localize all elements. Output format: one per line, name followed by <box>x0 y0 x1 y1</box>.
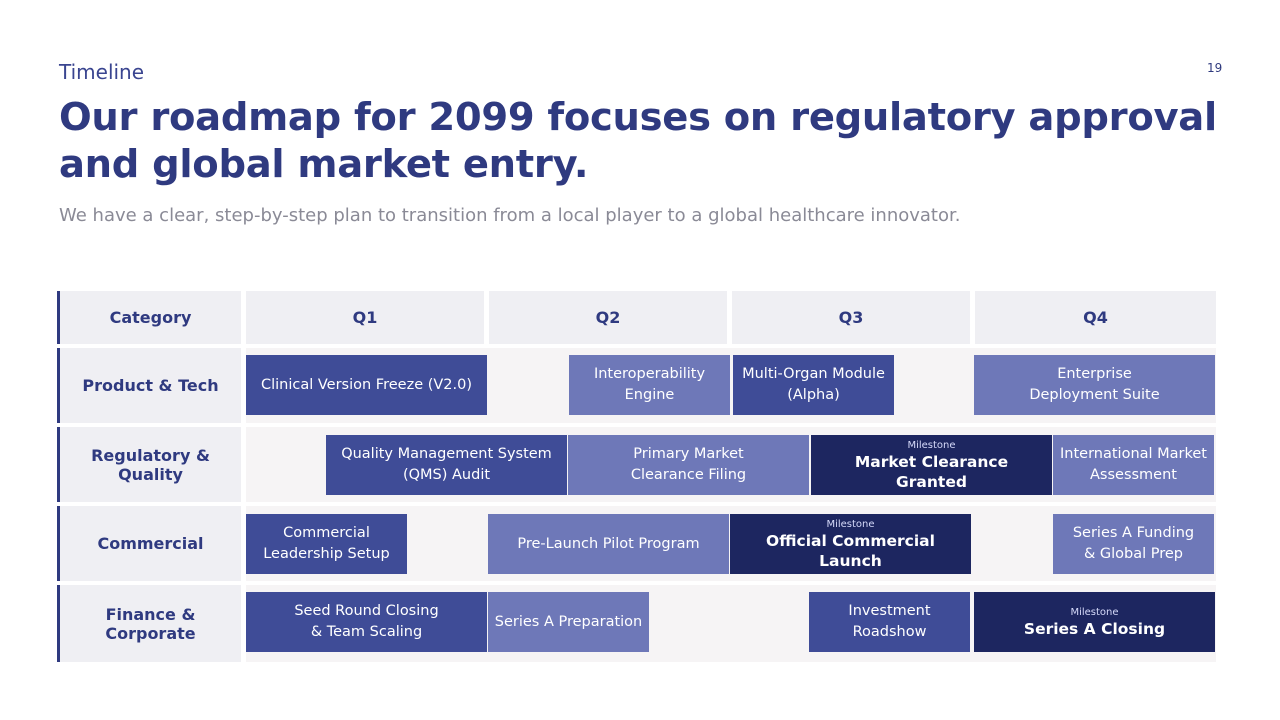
task-label-line: Clearance Filing <box>630 467 747 483</box>
task-label-line: Roadshow <box>852 624 927 640</box>
task-label-line: (Alpha) <box>787 387 840 403</box>
task-label-line: Interoperability <box>593 366 706 382</box>
task-label-line: Enterprise <box>1057 366 1132 382</box>
category-finance-corporate: Finance & Corporate <box>57 585 241 662</box>
task-label-line: Engine <box>624 387 675 403</box>
page-subtitle: We have a clear, step-by-step plan to tr… <box>59 205 961 226</box>
milestone-bar[interactable]: Milestone Market Clearance Granted <box>811 435 1052 495</box>
milestone-bar[interactable]: Milestone Series A Closing <box>974 592 1215 652</box>
task-bar[interactable]: Clinical Version Freeze (V2.0) <box>246 355 487 415</box>
task-bar[interactable]: International Market Assessment <box>1053 435 1214 495</box>
task-bar[interactable]: Seed Round Closing & Team Scaling <box>246 592 487 652</box>
task-bar[interactable]: Series A Funding & Global Prep <box>1053 514 1214 574</box>
task-bar[interactable]: Multi-Organ Module (Alpha) <box>733 355 894 415</box>
category-product-tech: Product & Tech <box>57 348 241 423</box>
page-title: Our roadmap for 2099 focuses on regulato… <box>59 95 1217 187</box>
quarter-header-q1: Q1 <box>246 291 484 344</box>
task-bar[interactable]: Investment Roadshow <box>809 592 970 652</box>
task-label-line: Leadership Setup <box>263 546 390 562</box>
quarter-header-q2: Q2 <box>489 291 727 344</box>
task-bar[interactable]: Enterprise Deployment Suite <box>974 355 1215 415</box>
task-label-line: Pre-Launch Pilot Program <box>517 535 700 552</box>
task-bar[interactable]: Interoperability Engine <box>569 355 730 415</box>
milestone-title: Official Commercial Launch <box>766 531 935 570</box>
task-label-line: Quality Management System <box>341 446 552 462</box>
task-bar[interactable]: Quality Management System (QMS) Audit <box>326 435 567 495</box>
task-label-line: Primary Market <box>633 446 744 462</box>
quarter-header-q4: Q4 <box>975 291 1216 344</box>
category-commercial: Commercial <box>57 506 241 581</box>
milestone-title: Market Clearance Granted <box>854 452 1009 491</box>
page-number: 19 <box>1207 61 1223 75</box>
task-bar[interactable]: Primary Market Clearance Filing <box>568 435 809 495</box>
task-label-line: Assessment <box>1090 467 1177 483</box>
task-label-line: Commercial <box>283 525 370 541</box>
task-label-line: Multi-Organ Module <box>742 366 885 382</box>
milestone-title: Series A Closing <box>1023 619 1166 638</box>
quarter-header-q3: Q3 <box>732 291 970 344</box>
category-regulatory-quality: Regulatory & Quality <box>57 427 241 502</box>
task-label-line: Series A Funding <box>1072 525 1195 541</box>
section-eyebrow: Timeline <box>59 60 145 84</box>
task-label-line: & Team Scaling <box>310 624 423 640</box>
task-label-line: Clinical Version Freeze (V2.0) <box>260 376 473 393</box>
milestone-tag: Milestone <box>826 518 875 530</box>
task-label-line: (QMS) Audit <box>402 467 491 483</box>
category-header: Category <box>57 291 241 344</box>
task-label-line: & Global Prep <box>1083 546 1184 562</box>
milestone-tag: Milestone <box>1070 606 1119 618</box>
milestone-bar[interactable]: Milestone Official Commercial Launch <box>730 514 971 574</box>
task-bar[interactable]: Commercial Leadership Setup <box>246 514 407 574</box>
task-label-line: Investment <box>848 603 931 619</box>
task-bar[interactable]: Pre-Launch Pilot Program <box>488 514 729 574</box>
task-label-line: Deployment Suite <box>1029 387 1160 403</box>
task-label-line: Series A Preparation <box>494 613 643 630</box>
task-bar[interactable]: Series A Preparation <box>488 592 649 652</box>
milestone-tag: Milestone <box>907 439 956 451</box>
task-label-line: International Market <box>1060 446 1207 462</box>
task-label-line: Seed Round Closing <box>294 603 439 619</box>
